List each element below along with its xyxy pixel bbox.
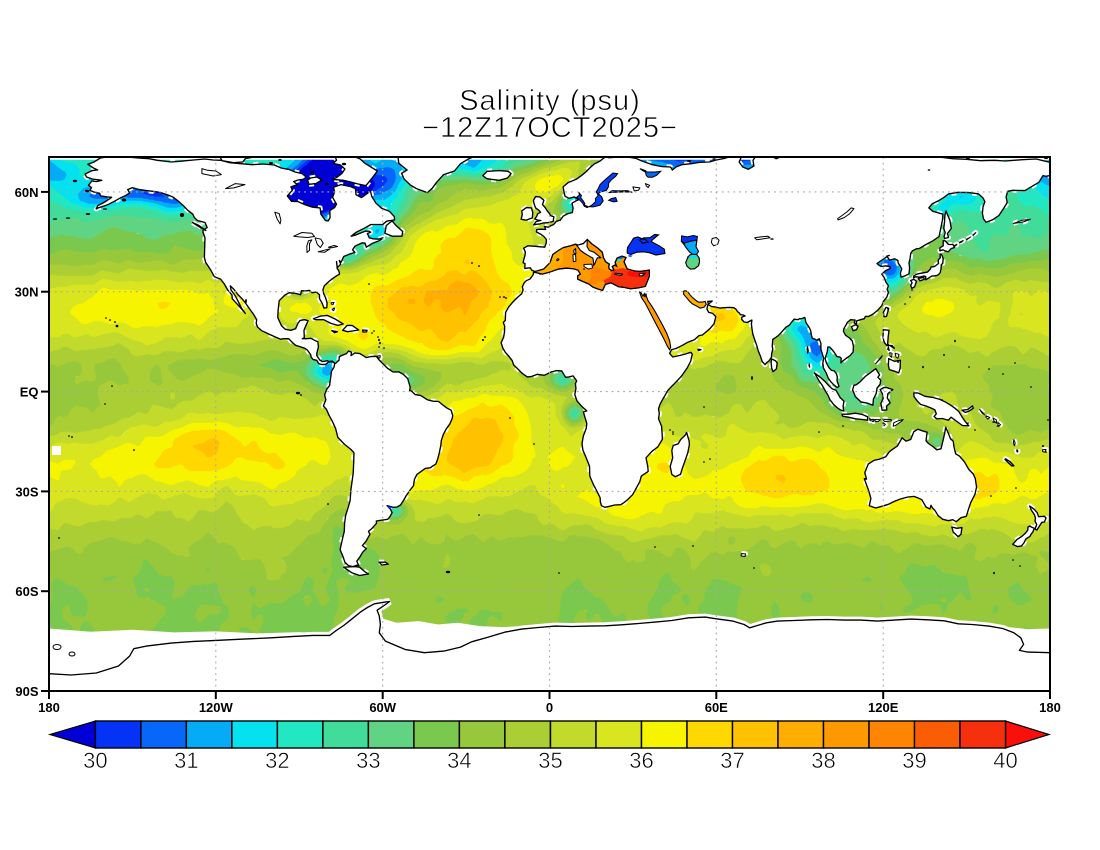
svg-text:31: 31 — [174, 748, 198, 773]
svg-text:120E: 120E — [868, 700, 899, 715]
svg-text:30S: 30S — [15, 484, 38, 499]
svg-text:37: 37 — [720, 748, 744, 773]
svg-text:60W: 60W — [369, 700, 396, 715]
svg-text:60E: 60E — [705, 700, 728, 715]
svg-text:30N: 30N — [15, 285, 39, 300]
svg-text:180: 180 — [1039, 700, 1061, 715]
svg-text:Salinity (psu): Salinity (psu) — [459, 85, 641, 117]
svg-text:36: 36 — [629, 748, 653, 773]
svg-text:35: 35 — [538, 748, 562, 773]
svg-text:40: 40 — [993, 748, 1017, 773]
svg-text:34: 34 — [447, 748, 471, 773]
svg-text:33: 33 — [356, 748, 380, 773]
svg-text:32: 32 — [265, 748, 289, 773]
svg-text:0: 0 — [546, 700, 553, 715]
svg-text:38: 38 — [811, 748, 835, 773]
svg-text:60N: 60N — [15, 185, 39, 200]
svg-text:60S: 60S — [15, 584, 38, 599]
svg-text:90S: 90S — [15, 684, 38, 699]
svg-text:120W: 120W — [199, 700, 234, 715]
svg-text:EQ: EQ — [20, 385, 39, 400]
svg-text:−12Z17OCT2025−: −12Z17OCT2025− — [422, 112, 678, 144]
svg-text:180: 180 — [38, 700, 60, 715]
svg-text:39: 39 — [902, 748, 926, 773]
svg-text:30: 30 — [83, 748, 107, 773]
